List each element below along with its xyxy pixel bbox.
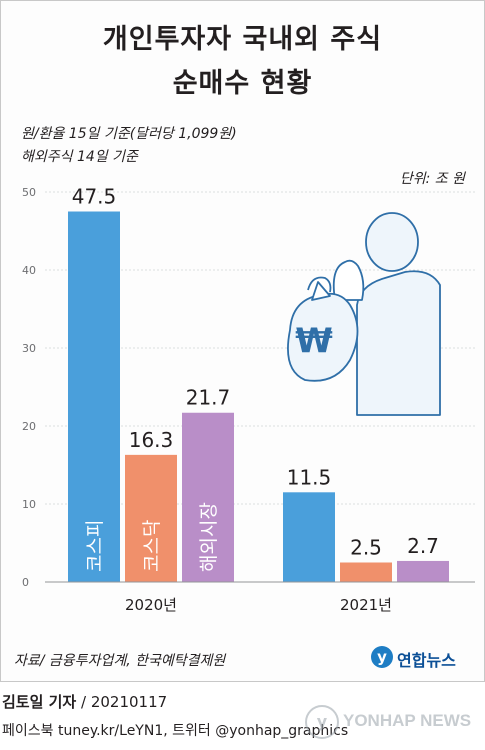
yonhap-logo-icon: y <box>371 646 393 668</box>
chart-subtitle: 순매수 현황 <box>172 68 313 99</box>
y-tick-label: 30 <box>22 342 36 355</box>
publish-date: / 20210117 <box>76 693 168 711</box>
investor-illustration-icon <box>287 212 441 416</box>
bars <box>68 211 449 582</box>
y-tick-label: 10 <box>22 498 36 511</box>
y-tick-label: 0 <box>22 576 29 589</box>
value-label: 21.7 <box>186 386 231 410</box>
series-label: 해외시장 <box>198 502 220 572</box>
value-label: 11.5 <box>287 465 332 489</box>
watermark-icon: y <box>305 705 339 739</box>
y-tick-label: 50 <box>22 186 36 199</box>
category-label: 2020년 <box>125 596 177 614</box>
value-label: 16.3 <box>129 428 174 452</box>
data-source: 자료/ 금융투자업계, 한국예탁결제원 <box>14 653 226 669</box>
category-label: 2021년 <box>340 596 392 614</box>
category-labels: 2020년 2021년 <box>125 596 392 614</box>
bar-코스닥-2021년 <box>340 562 392 582</box>
series-label: 코스닥 <box>141 520 163 572</box>
reporter-name: 김토일 기자 <box>2 693 77 711</box>
yonhap-logo-text: 연합뉴스 <box>397 651 456 670</box>
bar-코스닥-2020년 <box>125 454 177 582</box>
series-label: 코스피 <box>84 520 106 572</box>
bar-chart: 0 10 20 30 40 50 ₩ 코스피 코스닥 해외시장 47.5 16.3 21.7 11.… <box>22 185 475 614</box>
bar-해외시장-2020년 <box>182 412 234 582</box>
bar-코스피-2021년 <box>283 492 335 582</box>
bar-해외시장-2021년 <box>397 560 449 582</box>
value-label: 2.7 <box>407 534 439 558</box>
bar-코스피-2020년 <box>68 211 120 582</box>
won-sign-icon: ₩ <box>295 321 333 361</box>
unit-label: 단위: 조 원 <box>399 171 465 187</box>
y-tick-label: 20 <box>22 420 36 433</box>
value-label: 2.5 <box>350 536 382 560</box>
sns-links: 페이스북 tuney.kr/LeYN1, 트위터 @yonhap_graphic… <box>2 723 349 739</box>
chart-title: 개인투자자 국내외 주식 <box>102 24 383 55</box>
overseas-date-note: 해외주식 14일 기준 <box>21 149 138 165</box>
y-axis-ticks: 0 10 20 30 40 50 <box>22 186 36 589</box>
value-labels: 47.5 16.3 21.7 11.5 2.5 2.7 <box>72 185 439 560</box>
reporter-line: 김토일 기자 / 20210117 <box>2 691 167 712</box>
value-label: 47.5 <box>72 185 117 209</box>
in-bar-labels: 코스피 코스닥 해외시장 <box>84 502 220 572</box>
y-tick-label: 40 <box>22 264 36 277</box>
exchange-rate-note: 원/환율 15일 기준(달러당 1,099원) <box>21 126 237 142</box>
watermark-text: YONHAP NEWS <box>343 711 472 730</box>
